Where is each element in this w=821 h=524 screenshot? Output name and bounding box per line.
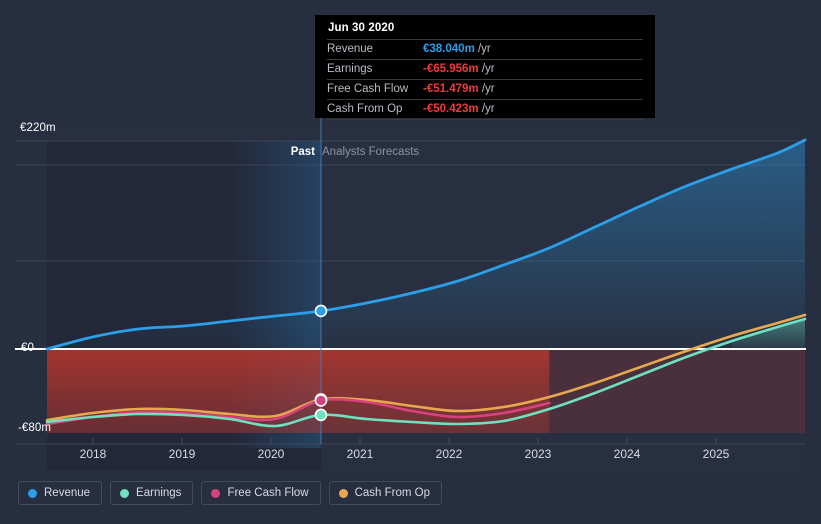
tooltip-row: Cash From Op -€50.423m /yr [327, 99, 643, 120]
chart-plot-area[interactable] [0, 0, 821, 470]
tooltip-title: Jun 30 2020 [328, 22, 395, 34]
legend-item-label: Cash From Op [354, 487, 431, 499]
tooltip-metric-label: Cash From Op [327, 99, 423, 120]
chart-tooltip: Jun 30 2020 Revenue €38.040m /yr Earnings -… [315, 15, 655, 120]
legend-item-label: Revenue [44, 487, 91, 499]
marker-revenue [314, 304, 328, 318]
revenue-line [45, 138, 807, 351]
x-axis-label-2022: 2022 [435, 447, 463, 461]
legend-item-label: Earnings [136, 487, 182, 499]
tooltip-row: Free Cash Flow -€51.479m /yr [327, 79, 643, 100]
tooltip-metric-unit: /yr [478, 63, 495, 75]
earnings-area [731, 319, 805, 349]
tooltip-metric-label: Earnings [327, 59, 423, 80]
tooltip-row: Earnings -€65.956m /yr [327, 59, 643, 80]
x-axis-label-2021: 2021 [346, 447, 374, 461]
x-axis-label-2023: 2023 [524, 447, 552, 461]
tooltip-metric-number: €38.040m [423, 43, 475, 55]
revenue-area [47, 140, 805, 349]
free-cash-flow-line [45, 397, 551, 426]
tooltip-metric-value: -€65.956m /yr [423, 59, 643, 80]
legend-item-revenue[interactable]: Revenue [18, 481, 103, 505]
x-axis-label-2020: 2020 [257, 447, 285, 461]
legend-item-cash-from-op[interactable]: Cash From Op [328, 481, 443, 505]
x-axis-label-2025: 2025 [702, 447, 730, 461]
x-axis-label-2019: 2019 [168, 447, 196, 461]
tooltip-row: Revenue €38.040m /yr [327, 39, 643, 60]
cash-from-op-line [45, 313, 807, 422]
tooltip-metric-number: -€50.423m [423, 103, 479, 115]
tooltip-metric-label: Revenue [327, 39, 423, 60]
legend-item-free-cash-flow[interactable]: Free Cash Flow [201, 481, 321, 505]
legend-dot-icon [28, 488, 37, 498]
legend-item-earnings[interactable]: Earnings [110, 481, 194, 505]
x-axis-label-2018: 2018 [79, 447, 107, 461]
tooltip-metric-number: -€65.956m [423, 63, 479, 75]
legend-dot-icon [211, 488, 221, 498]
x-axis-label-2024: 2024 [613, 447, 641, 461]
tooltip-metric-number: -€51.479m [423, 83, 479, 95]
tooltip-metric-unit: /yr [478, 103, 495, 115]
legend-item-label: Free Cash Flow [227, 487, 309, 499]
y-axis-label-220m: €220m [20, 122, 56, 134]
forecast-band-label: Analysts Forecasts [322, 146, 420, 158]
tooltip-metric-unit: /yr [474, 43, 491, 55]
marker-free-cash-flow [314, 394, 328, 407]
tooltip-metric-value: €38.040m /yr [423, 39, 643, 60]
tooltip-metric-unit: /yr [478, 83, 495, 95]
legend-dot-icon [338, 488, 348, 498]
tooltip-metric-value: -€50.423m /yr [423, 99, 643, 120]
y-axis-label-neg80m: -€80m [18, 422, 52, 434]
marker-earnings [314, 408, 328, 422]
legend-dot-icon [120, 488, 130, 498]
chart-canvas[interactable] [0, 0, 821, 470]
tooltip-metric-label: Free Cash Flow [327, 79, 423, 100]
chart-legend[interactable]: Revenue Earnings Free Cash Flow Cash From O… [18, 481, 443, 505]
tooltip-table: Revenue €38.040m /yr Earnings -€65.956m /yr… [327, 39, 643, 120]
y-axis-label-zero: €0 [21, 342, 34, 354]
past-band-label: Past [290, 146, 315, 158]
earnings-line [45, 317, 807, 428]
tooltip-metric-value: -€51.479m /yr [423, 79, 643, 100]
